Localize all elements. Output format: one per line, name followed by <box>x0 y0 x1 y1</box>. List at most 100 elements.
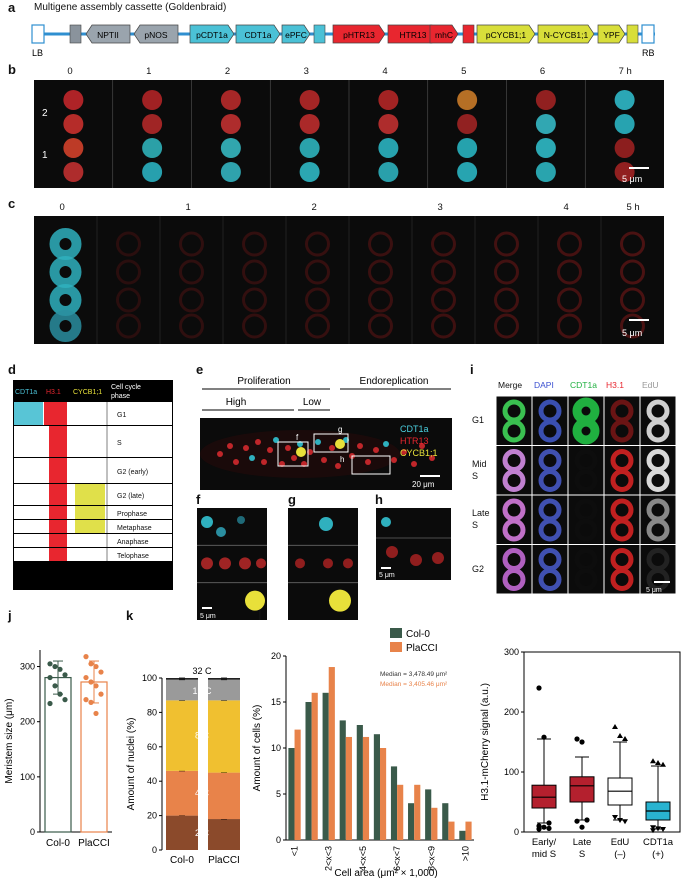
e-nucleus-2 <box>233 459 239 465</box>
k-series-label-0: 2 C <box>195 828 210 838</box>
b-time-7: 7 h <box>618 66 632 77</box>
e-nucleus-1 <box>227 443 233 449</box>
j-xlabel-1: PlaCCI <box>78 838 110 849</box>
b-cell-1-0 <box>142 90 163 110</box>
l-xticklabel-5: >10 <box>460 846 470 861</box>
c-time-2: 2 <box>311 202 317 213</box>
e-nucleus-18 <box>335 463 341 469</box>
d-h31-mark-1 <box>49 426 67 457</box>
e-nucleus-29 <box>429 455 435 461</box>
e-nucleus-4 <box>249 455 255 461</box>
d-phase-7: Telophase <box>117 553 149 560</box>
d-h31-mark-2 <box>49 458 67 483</box>
f-cell-0-0 <box>201 516 213 528</box>
c-time-1: 1 <box>185 202 191 213</box>
c-cell-4-1 <box>305 259 330 285</box>
l-xticklabel-0: <1 <box>290 846 300 856</box>
c-cell-8-3 <box>557 313 582 339</box>
l-bar-3-1 <box>345 736 352 840</box>
k-seg-0-4 <box>166 678 198 680</box>
e-channel-0: CDT1a <box>400 424 429 434</box>
b-cell-0-2 <box>63 138 84 158</box>
b-cell-5-2 <box>457 138 478 158</box>
l-bar-5-0 <box>373 734 380 840</box>
g-cell-1-1 <box>323 558 333 569</box>
l-median-col0: Median = 3,478.49 μm² <box>380 671 448 678</box>
part-5 <box>332 24 386 44</box>
e-nucleus-28 <box>419 443 425 449</box>
j-bar-1 <box>80 681 108 833</box>
i-scale-label: 5 μm <box>646 587 662 594</box>
m-ylabel: H3.1-mCherry signal (a.u.) <box>480 683 491 801</box>
b-cell-2-0 <box>220 90 241 110</box>
l-bar-4-0 <box>356 725 363 840</box>
k-seg-0-1 <box>166 770 198 816</box>
k-yticklabel-3: 60 <box>147 742 157 752</box>
j-point-1-1 <box>88 661 94 667</box>
rb-label: RB <box>642 48 655 58</box>
part-label-6: HTR13 <box>400 30 427 40</box>
l-bar-5-1 <box>380 748 387 840</box>
j-point-1-10 <box>93 710 99 717</box>
d-header-0: CDT1a <box>15 389 37 396</box>
e-nucleus-22 <box>365 459 371 465</box>
panel-d-letter: d <box>8 362 16 377</box>
j-point-1-4 <box>83 674 89 681</box>
d-header-3b: phase <box>111 393 130 400</box>
b-cell-7-2 <box>614 138 635 158</box>
k-seg-1-1 <box>208 772 240 820</box>
e-nucleus-10 <box>285 445 291 451</box>
l-bar-10-1 <box>465 821 472 840</box>
c-cell-2-2 <box>179 287 204 313</box>
c-time-5: 5 h <box>626 202 640 213</box>
panel-a-letter: a <box>8 0 16 15</box>
e-nucleus-15 <box>315 439 321 445</box>
j-yticklabel-1: 100 <box>20 772 35 782</box>
c-cell-1-1 <box>116 259 141 285</box>
e-nucleus-5 <box>255 439 261 445</box>
e-nucleus-21 <box>357 443 363 449</box>
c-cell-4-2 <box>305 287 330 313</box>
b-cell-7-1 <box>614 114 635 134</box>
j-point-0-8 <box>47 700 53 707</box>
m-outlier-3-4 <box>655 826 661 832</box>
d-phase-4: Prophase <box>117 511 147 518</box>
i-nucleus-1-2-b <box>574 469 598 492</box>
c-cell-2-1 <box>179 259 204 285</box>
b-cell-3-3 <box>299 162 320 182</box>
h-scale-label: 5 μm <box>379 572 395 579</box>
l-bar-6-1 <box>397 784 404 840</box>
k-yticklabel-5: 100 <box>142 673 157 683</box>
j-ylabel: Meristem size (μm) <box>4 698 15 783</box>
f-cell-0-2 <box>237 516 245 524</box>
i-nucleus-0-1-b <box>538 419 562 443</box>
l-bar-1-1 <box>311 692 318 840</box>
f-cell-2-0 <box>245 590 265 611</box>
j-point-1-0 <box>83 654 89 660</box>
c-cell-0-0 <box>49 228 82 260</box>
c-cell-6-1 <box>431 259 456 285</box>
e-scale-label: 20 μm <box>412 480 435 489</box>
c-cell-1-3 <box>116 313 141 339</box>
d-cycb-mark-3 <box>75 484 105 505</box>
l-yticklabel-0: 0 <box>276 835 281 845</box>
d-cycb-mark-5 <box>75 520 105 533</box>
b-cell-3-1 <box>299 114 320 134</box>
l-median-placci: Median = 3,405.46 μm² <box>380 681 448 688</box>
part-4 <box>281 24 311 44</box>
l-legend-swatch-0 <box>390 628 402 638</box>
part-8 <box>476 24 536 44</box>
b-time-4: 4 <box>382 66 388 77</box>
h-cell-2 <box>410 554 422 566</box>
j-point-0-5 <box>52 683 58 689</box>
m-outlier-3-3 <box>650 825 656 831</box>
e-nucleus-16 <box>321 457 327 463</box>
e-channel-2: CYCB1;1 <box>400 448 438 458</box>
c-cell-9-0 <box>620 231 645 257</box>
d-h31-mark-0 <box>44 402 67 425</box>
l-legend-label-0: Col-0 <box>406 629 430 640</box>
b-cell-label-2: 2 <box>42 108 48 119</box>
l-yticklabel-3: 15 <box>271 697 281 707</box>
l-yticklabel-2: 10 <box>271 743 281 753</box>
e-cycb-nucleus-2 <box>335 439 345 449</box>
